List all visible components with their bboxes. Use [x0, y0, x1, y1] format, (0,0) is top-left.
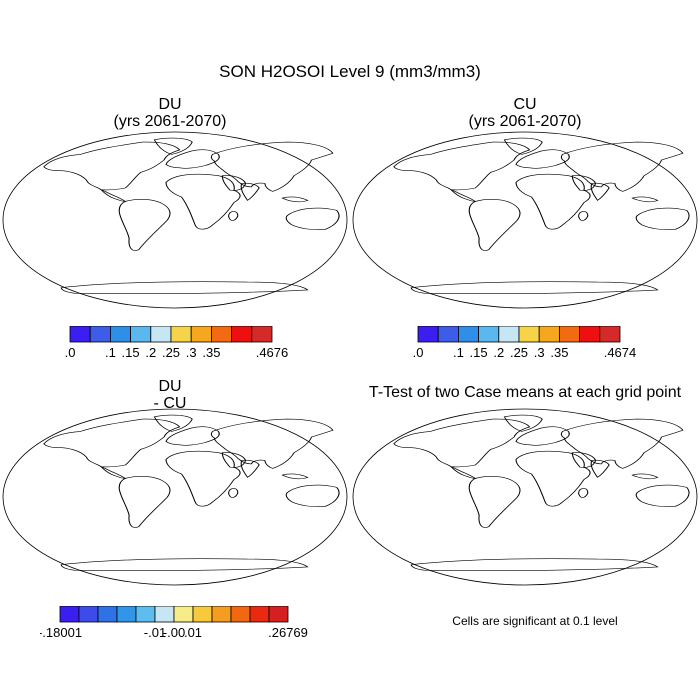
panel-du-title-line2: (yrs 2061-2070) [113, 113, 227, 130]
colorbar-tick-label: .1 [453, 345, 464, 360]
colorbar-swatch [599, 326, 621, 343]
main-title: SON H2OSOI Level 9 (mm3/mm3) [219, 62, 481, 81]
colorbar-swatch [89, 326, 111, 343]
colorbar-swatch [192, 606, 213, 623]
colorbar-swatch [558, 326, 580, 343]
colorbar-swatch [230, 606, 251, 623]
colorbar-swatch [110, 326, 132, 343]
colorbar-swatch [97, 606, 118, 623]
colorbar-swatch [116, 606, 137, 623]
colorbar-swatch [210, 326, 232, 343]
colorbar-swatch [249, 606, 270, 623]
panel-diff-title-line2: - CU [153, 395, 187, 412]
panel-ttest-title: T-Test of two Case means at each grid po… [368, 384, 682, 401]
colorbar-swatch [538, 326, 560, 343]
colorbar-du: .0 .1 .15 .2 .25 .3 .35 .4676 [65, 326, 289, 360]
panel-diff-title: DU - CU [60, 378, 280, 412]
colorbar-swatch [251, 326, 273, 343]
colorbar-swatch [170, 326, 192, 343]
colorbar-swatch [579, 326, 601, 343]
colorbar-tick-label: -.00 [163, 625, 185, 640]
colorbar-tick-label: .35 [202, 345, 220, 360]
panel-cu-title-line1: CU [513, 96, 537, 113]
colorbar-tick-label: .35 [550, 345, 568, 360]
colorbar-tick-label: .2 [493, 345, 504, 360]
colorbar-tick-label: .2 [145, 345, 156, 360]
map-du [2, 131, 348, 309]
colorbar-swatch [130, 326, 152, 343]
colorbar-swatch [59, 606, 80, 623]
map-ttest [352, 408, 698, 586]
colorbar-difference: -.18001 -.01-.00.01 .26769 [40, 606, 308, 640]
colorbar-tick-label: -.18001 [40, 625, 82, 640]
colorbar-tick-label: .0 [65, 345, 76, 360]
colorbar-cu: .0 .1 .15 .2 .25 .3 .35 .4674 [413, 326, 637, 360]
panel-cu-title-line2: (yrs 2061-2070) [468, 113, 582, 130]
map-difference [2, 408, 348, 586]
colorbar-tick-label: .4674 [604, 345, 637, 360]
colorbar-swatch [268, 606, 289, 623]
colorbar-tick-label: .4676 [256, 345, 289, 360]
colorbar-swatch [478, 326, 500, 343]
colorbar-swatch [211, 606, 232, 623]
panel-cu-title: CU (yrs 2061-2070) [415, 96, 635, 130]
colorbar-tick-label: .01 [184, 625, 202, 640]
colorbar-tick-label: .0 [413, 345, 424, 360]
colorbar-tick-label: -.01 [144, 625, 166, 640]
panel-du-title-line1: DU [158, 96, 182, 113]
colorbar-swatch [135, 606, 156, 623]
colorbar-tick-label: .15 [470, 345, 488, 360]
panel-diff-title-line1: DU [158, 378, 182, 395]
colorbar-swatch [437, 326, 459, 343]
colorbar-swatch [190, 326, 212, 343]
colorbar-swatch [498, 326, 520, 343]
colorbar-tick-label: .25 [510, 345, 528, 360]
colorbar-tick-label: .26769 [268, 625, 308, 640]
colorbar-swatch [69, 326, 91, 343]
colorbar-swatch [417, 326, 439, 343]
significance-note: Cells are significant at 0.1 level [452, 614, 618, 628]
colorbar-tick-label: .3 [186, 345, 197, 360]
colorbar-swatch [458, 326, 480, 343]
colorbar-tick-label: .25 [162, 345, 180, 360]
colorbar-swatch [173, 606, 194, 623]
colorbar-swatch [231, 326, 253, 343]
colorbar-swatch [78, 606, 99, 623]
colorbar-tick-label: .15 [122, 345, 140, 360]
map-cu [352, 131, 698, 309]
colorbar-tick-label: .3 [534, 345, 545, 360]
panel-du-title: DU (yrs 2061-2070) [60, 96, 280, 130]
colorbar-tick-label: .1 [105, 345, 116, 360]
colorbar-swatch [150, 326, 172, 343]
colorbar-swatch [518, 326, 540, 343]
colorbar-swatch [154, 606, 175, 623]
